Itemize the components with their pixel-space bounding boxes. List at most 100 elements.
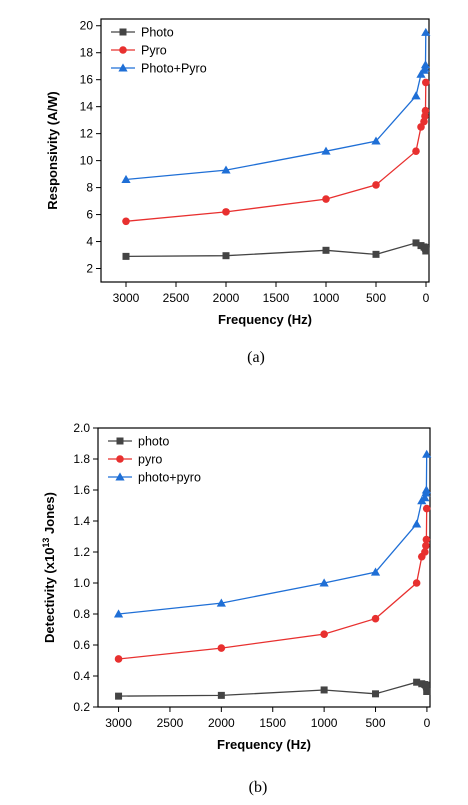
legend-entry: photo+pyro — [138, 471, 201, 485]
legend-marker — [116, 437, 124, 445]
data-point — [322, 195, 330, 203]
x-tick-label: 500 — [366, 291, 386, 305]
data-point — [371, 614, 380, 623]
series-photo-plus-pyro — [113, 449, 432, 618]
data-point — [412, 579, 421, 587]
y-tick-label: 1.2 — [73, 545, 90, 559]
data-point — [421, 485, 432, 494]
x-tick-label: 1000 — [311, 716, 338, 730]
y-tick-label: 4 — [86, 235, 93, 249]
data-point — [114, 655, 123, 663]
data-point — [320, 686, 328, 694]
y-tick-label: 6 — [86, 208, 93, 222]
data-point — [216, 598, 226, 607]
x-tick-label: 1500 — [259, 716, 286, 730]
data-point — [422, 542, 430, 550]
x-axis-title: Frequency (Hz) — [218, 312, 312, 327]
x-tick-label: 1500 — [263, 291, 290, 305]
series-line — [118, 681, 428, 697]
legend-marker — [119, 46, 127, 54]
data-point — [372, 690, 380, 698]
legend-marker — [118, 63, 128, 72]
data-point — [113, 609, 124, 618]
data-point — [420, 493, 430, 502]
y-tick-label: 0.6 — [73, 638, 90, 652]
data-point — [222, 208, 230, 216]
series-photo — [122, 239, 430, 260]
y-tick-label: 1.4 — [73, 514, 90, 528]
data-point — [422, 504, 431, 513]
data-point — [322, 246, 330, 254]
legend: Photo Pyro Photo+Pyro — [111, 26, 207, 76]
data-point — [412, 147, 420, 155]
data-point — [413, 678, 421, 686]
data-point — [416, 69, 426, 78]
x-axis-title: Frequency (Hz) — [217, 737, 311, 752]
y-tick-label: 12 — [80, 127, 94, 141]
series-line — [118, 508, 428, 660]
y-axis-title: Detectivity (x1013 Jones) — [41, 492, 57, 643]
data-point — [370, 567, 381, 576]
series-line — [125, 82, 427, 222]
y-tick-label: 2 — [86, 262, 93, 276]
chart-a-responsivity: 3000 2500 2000 1500 1000 500 0 2 4 6 8 10 12 14 16 18 20… — [45, 18, 431, 366]
legend-entry: photo — [138, 435, 169, 449]
y-axis-title-main: Detectivity (x10 — [42, 548, 57, 643]
y-tick-label: 20 — [80, 19, 94, 33]
data-point — [421, 27, 431, 36]
data-point — [372, 250, 380, 258]
data-point — [217, 691, 225, 699]
x-tick-label: 2000 — [208, 716, 235, 730]
series-pyro — [122, 78, 430, 226]
y-tick-label: 0.2 — [73, 700, 90, 714]
data-point — [122, 252, 130, 260]
x-tick-label: 1000 — [313, 291, 340, 305]
plot-frame — [97, 427, 431, 708]
legend: photo pyro photo+pyro — [108, 435, 201, 485]
y-tick-label: 1.6 — [73, 483, 90, 497]
data-point — [321, 146, 331, 155]
legend-marker — [116, 455, 124, 463]
legend-marker — [119, 28, 127, 36]
figure-caption: (b) — [249, 779, 268, 796]
data-point — [411, 91, 421, 100]
y-axis-title: Responsivity (A/W) — [45, 91, 60, 209]
series-line — [125, 32, 427, 181]
data-point — [422, 449, 432, 458]
chart-b-detectivity: 3000 2500 2000 1500 1000 500 0 0.2 0.4 0.6 0.8 1.0 1… — [41, 421, 432, 796]
legend-entry: Pyro — [141, 44, 167, 58]
y-tick-label: 18 — [80, 46, 94, 60]
data-point — [420, 60, 431, 69]
legend-marker — [115, 472, 125, 481]
y-tick-label: 1.8 — [73, 452, 90, 466]
y-tick-label: 10 — [80, 154, 94, 168]
data-point — [217, 644, 226, 652]
data-point — [422, 247, 430, 255]
data-point — [319, 578, 329, 587]
data-point — [423, 688, 431, 695]
x-tick-label: 3000 — [105, 716, 132, 730]
data-point — [371, 136, 381, 145]
data-point — [221, 165, 231, 174]
legend-entry: Photo+Pyro — [141, 62, 207, 76]
legend-entry: pyro — [138, 453, 162, 467]
x-tick-label: 500 — [366, 716, 386, 730]
data-point — [222, 252, 230, 260]
x-tick-label: 2000 — [213, 291, 240, 305]
series-photo-plus-pyro — [121, 27, 431, 183]
y-tick-label: 2.0 — [73, 421, 90, 435]
data-point — [121, 174, 131, 183]
y-tick-label: 0.4 — [73, 669, 90, 683]
x-tick-label: 2500 — [163, 291, 190, 305]
y-tick-label: 16 — [80, 73, 94, 87]
data-point — [422, 535, 431, 544]
data-point — [421, 106, 430, 115]
data-point — [421, 548, 429, 556]
series-photo — [115, 678, 431, 700]
y-tick-label: 14 — [80, 100, 94, 114]
x-tick-label: 0 — [423, 291, 430, 305]
y-axis-title-unit: Jones) — [42, 492, 57, 538]
y-tick-label: 1.0 — [73, 576, 90, 590]
data-point — [412, 519, 422, 528]
